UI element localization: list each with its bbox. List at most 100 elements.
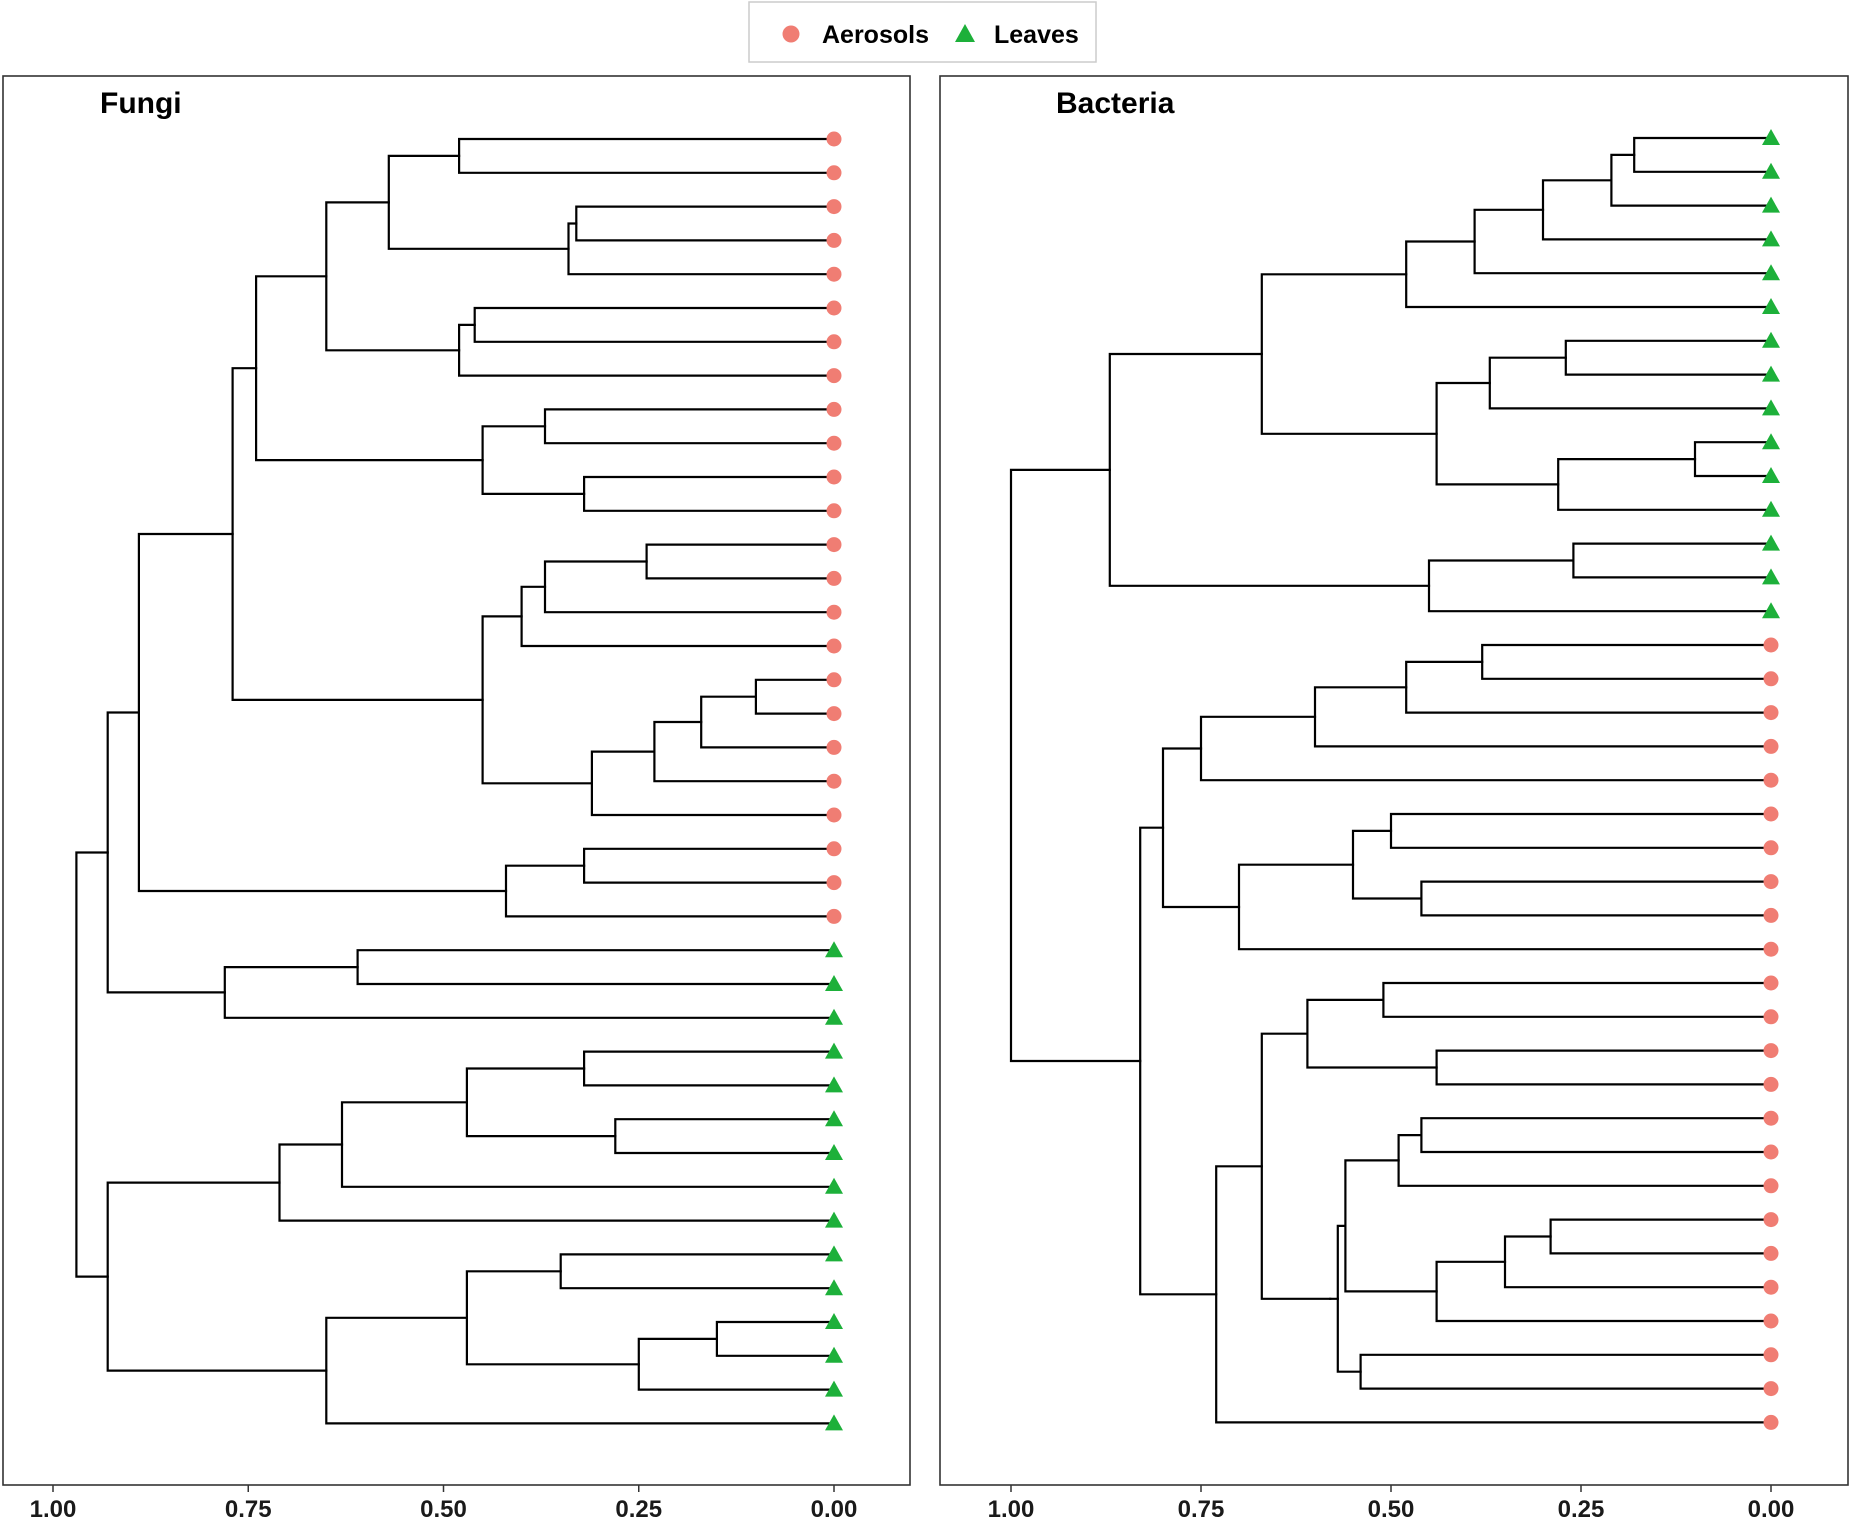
bacteria-leaf-9-leaves-marker	[1762, 433, 1780, 450]
fungi-leaf-13-aerosols-marker	[826, 570, 842, 586]
fungi-leaf-37-leaves-marker	[825, 1380, 843, 1397]
legend-leaves-label: Leaves	[994, 21, 1079, 49]
bacteria-branch-node-31	[1344, 1159, 1438, 1293]
bacteria-tick-label-1: 0.75	[1178, 1496, 1225, 1518]
fungi-tick-label-3: 0.25	[615, 1496, 662, 1518]
bacteria-leaf-32-aerosols-marker	[1763, 1212, 1779, 1228]
bacteria-leaf-26-aerosols-marker	[1763, 1009, 1779, 1025]
fungi-branch-node-36	[106, 1181, 328, 1372]
fungi-leaf-33-leaves-marker	[825, 1245, 843, 1262]
fungi-tick-label-0: 1.00	[30, 1496, 77, 1518]
bacteria-tick-label-0: 1.00	[988, 1496, 1035, 1518]
fungi-branch-node-33	[637, 1337, 836, 1391]
fungi-panel: Fungi 1.00 0.75 0.50 0.25 0.00	[2, 75, 911, 1518]
legend-aerosols-marker	[782, 25, 800, 43]
fungi-leaf-8-aerosols-marker	[826, 401, 842, 417]
bacteria-leaf-1-leaves-marker	[1762, 162, 1780, 179]
fungi-leaf-36-leaves-marker	[825, 1346, 843, 1363]
fungi-leaf-26-leaves-marker	[825, 1008, 843, 1025]
bacteria-leaf-11-leaves-marker	[1762, 500, 1780, 517]
bacteria-branch-node-20	[1351, 829, 1423, 900]
bacteria-leaf-25-aerosols-marker	[1763, 975, 1779, 991]
fungi-leaf-6-aerosols-marker	[826, 334, 842, 350]
bacteria-branch-node-17	[1199, 715, 1773, 782]
fungi-leaf-17-aerosols-marker	[826, 706, 842, 722]
fungi-branch-node-19	[231, 367, 484, 701]
bacteria-branch-node-24	[1435, 1049, 1773, 1086]
bacteria-panel-frame	[939, 75, 1849, 1486]
bacteria-leaf-3-leaves-marker	[1762, 230, 1780, 247]
fungi-leaf-3-aerosols-marker	[826, 232, 842, 248]
fungi-branch-node-23	[356, 949, 836, 986]
bacteria-leaf-35-aerosols-marker	[1763, 1313, 1779, 1329]
fungi-leaf-28-leaves-marker	[825, 1076, 843, 1093]
bacteria-branch-node-9	[1435, 381, 1560, 486]
fungi-leaf-38-leaves-marker	[825, 1414, 843, 1431]
bacteria-leaf-33-aerosols-marker	[1763, 1245, 1779, 1261]
legend-leaves-marker	[955, 24, 975, 42]
fungi-leaf-30-leaves-marker	[825, 1144, 843, 1160]
bacteria-leaf-22-aerosols-marker	[1763, 874, 1779, 890]
bacteria-branch-node-29	[1503, 1235, 1773, 1289]
fungi-leaf-34-leaves-marker	[825, 1279, 843, 1296]
fungi-leaf-23-aerosols-marker	[826, 908, 842, 924]
bacteria-branch-node-2	[1541, 179, 1773, 241]
bacteria-branch-node-10	[1260, 273, 1438, 435]
bacteria-branch-node-8	[1557, 458, 1773, 511]
bacteria-branch-node-32	[1359, 1353, 1773, 1390]
fungi-leaf-32-leaves-marker	[825, 1211, 843, 1228]
fungi-branch-node-13	[520, 585, 836, 648]
bacteria-branch-node-26	[1420, 1117, 1773, 1154]
bacteria-branch-node-19	[1420, 880, 1773, 917]
fungi-branch-node-12	[543, 560, 836, 614]
bacteria-leaf-10-leaves-marker	[1762, 467, 1780, 483]
fungi-branch-node-28	[465, 1067, 617, 1138]
fungi-leaf-27-leaves-marker	[825, 1042, 843, 1059]
fungi-leaf-25-leaves-marker	[825, 975, 843, 991]
fungi-branch-node-11	[645, 543, 836, 580]
fungi-leaf-2-aerosols-marker	[826, 199, 842, 215]
bacteria-tick-label-4: 0.00	[1748, 1496, 1795, 1518]
fungi-branch-node-24	[223, 966, 836, 1019]
fungi-leaf-21-aerosols-marker	[826, 841, 842, 857]
bacteria-branch-node-36	[1215, 1165, 1773, 1424]
bacteria-branch-node-16	[1313, 686, 1773, 748]
bacteria-leaf-34-aerosols-marker	[1763, 1279, 1779, 1295]
bacteria-leaf-27-aerosols-marker	[1763, 1043, 1779, 1059]
bacteria-leaf-15-aerosols-marker	[1763, 637, 1779, 653]
bacteria-branch-node-5	[1564, 339, 1773, 376]
fungi-branch-node-10	[255, 275, 484, 462]
bacteria-branch-node-23	[1382, 981, 1773, 1018]
fungi-branch-node-34	[465, 1270, 640, 1366]
bacteria-x-axis: 1.00 0.75 0.50 0.25 0.00	[988, 1485, 1795, 1518]
fungi-x-axis: 1.00 0.75 0.50 0.25 0.00	[30, 1485, 857, 1518]
fungi-leaf-31-leaves-marker	[825, 1177, 843, 1194]
bacteria-branch-node-13	[1108, 352, 1431, 587]
bacteria-branch-node-28	[1549, 1218, 1773, 1255]
fungi-leaf-18-aerosols-marker	[826, 739, 842, 755]
fungi-leaf-16-aerosols-marker	[826, 672, 842, 688]
bacteria-leaf-28-aerosols-marker	[1763, 1076, 1779, 1092]
bacteria-branch-node-30	[1435, 1260, 1773, 1323]
bacteria-branch-node-11	[1572, 542, 1773, 579]
bacteria-leaf-markers	[1762, 129, 1780, 1430]
fungi-panel-frame	[2, 75, 911, 1486]
bacteria-branch-node-18	[1389, 812, 1773, 849]
fungi-leaf-22-aerosols-marker	[826, 875, 842, 891]
bacteria-branch-node-3	[1473, 208, 1773, 275]
bacteria-leaf-4-leaves-marker	[1762, 264, 1780, 281]
fungi-branch-node-0	[458, 137, 836, 174]
fungi-branch-node-30	[278, 1143, 836, 1222]
fungi-branch-node-29	[340, 1101, 836, 1188]
fungi-branch-node-4	[473, 306, 836, 343]
fungi-branch-node-2	[567, 222, 836, 276]
fungi-branch-node-27	[614, 1118, 836, 1155]
bacteria-leaf-7-leaves-marker	[1762, 365, 1780, 382]
fungi-leaf-1-aerosols-marker	[826, 165, 842, 181]
fungi-leaf-15-aerosols-marker	[826, 638, 842, 654]
fungi-branch-node-3	[387, 154, 570, 250]
bacteria-leaf-36-aerosols-marker	[1763, 1347, 1779, 1363]
bacteria-leaf-5-leaves-marker	[1762, 298, 1780, 314]
bacteria-leaf-2-leaves-marker	[1762, 196, 1780, 213]
